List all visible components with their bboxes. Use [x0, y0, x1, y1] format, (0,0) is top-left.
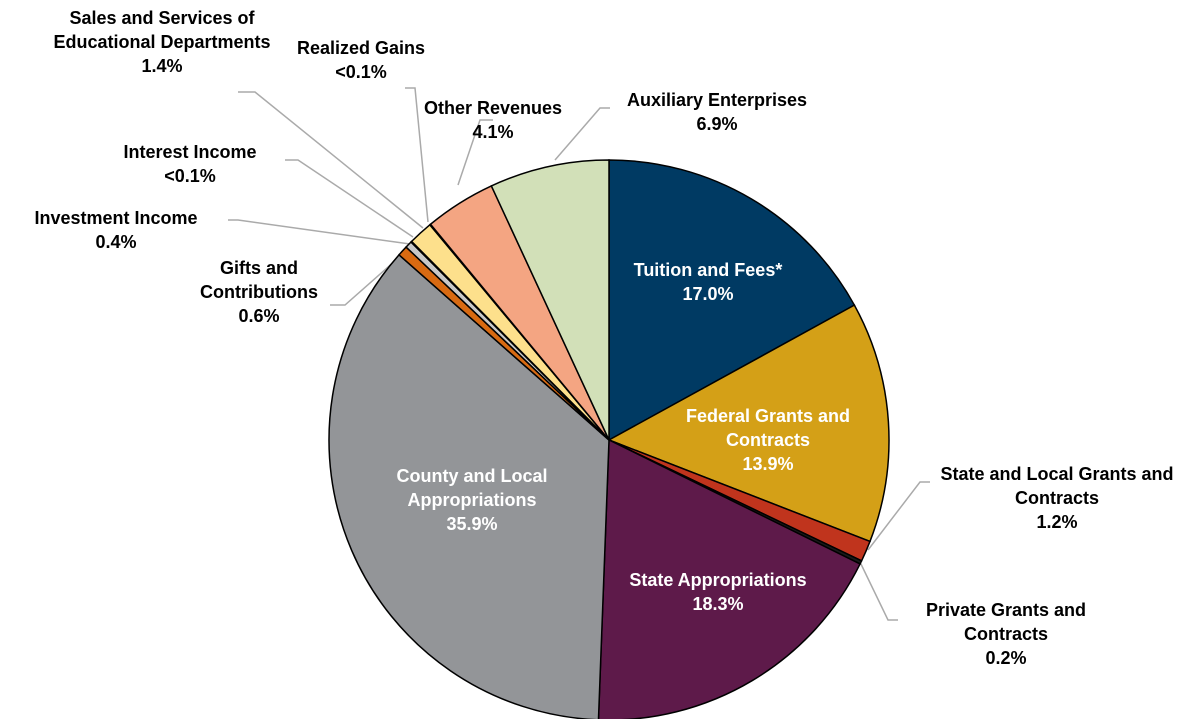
slice-label: Federal Grants and Contracts 13.9%: [653, 404, 883, 476]
category-name: Realized Gains: [296, 38, 426, 58]
value-label: 13.9%: [742, 454, 794, 474]
value-label: 4.1%: [472, 122, 514, 142]
category-name: Private Grants and Contracts: [925, 600, 1087, 644]
slice-label: State and Local Grants and Contracts 1.2%: [927, 462, 1187, 534]
slice-label: Private Grants and Contracts 0.2%: [886, 598, 1126, 670]
category-name: Other Revenues: [423, 98, 563, 118]
pie-slice: [607, 304, 890, 543]
slice-label: Realized Gains <0.1%: [266, 36, 456, 84]
value-label: 0.6%: [238, 306, 280, 326]
slice-label: Interest Income <0.1%: [90, 140, 290, 188]
value-label: 1.4%: [141, 56, 183, 76]
value-label: <0.1%: [335, 62, 387, 82]
category-name: County and Local Appropriations: [396, 466, 548, 510]
pie-slice: [608, 159, 856, 442]
leader-line: [859, 561, 898, 621]
slice-label: County and Local Appropriations 35.9%: [372, 464, 572, 536]
slice-label: Investment Income 0.4%: [1, 206, 231, 254]
leader-line: [405, 87, 429, 223]
category-name: Interest Income: [123, 142, 257, 162]
leader-line: [238, 91, 424, 229]
slice-label: State Appropriations 18.3%: [593, 568, 843, 616]
category-name: Sales and Services of Educational Depart…: [53, 8, 271, 52]
category-name: State Appropriations: [629, 570, 807, 590]
category-name: Federal Grants and Contracts: [685, 406, 851, 450]
value-label: <0.1%: [164, 166, 216, 186]
pie-slice: [490, 159, 610, 441]
slice-label: Gifts and Contributions 0.6%: [174, 256, 344, 328]
category-name: Tuition and Fees*: [633, 260, 783, 280]
value-label: 35.9%: [446, 514, 498, 534]
leader-line: [554, 107, 610, 161]
category-name: Gifts and Contributions: [200, 258, 318, 302]
value-label: 18.3%: [692, 594, 744, 614]
category-name: State and Local Grants and Contracts: [940, 464, 1174, 508]
value-label: 0.2%: [985, 648, 1027, 668]
slice-label: Auxiliary Enterprises 6.9%: [587, 88, 847, 136]
value-label: 0.4%: [95, 232, 137, 252]
value-label: 17.0%: [682, 284, 734, 304]
leader-lines: [228, 87, 930, 621]
slice-label: Sales and Services of Educational Depart…: [42, 6, 282, 78]
leader-line: [867, 481, 930, 551]
value-label: 1.2%: [1036, 512, 1078, 532]
slice-label: Tuition and Fees* 17.0%: [598, 258, 818, 306]
value-label: 6.9%: [696, 114, 738, 134]
slice-label: Other Revenues 4.1%: [408, 96, 578, 144]
category-name: Auxiliary Enterprises: [626, 90, 808, 110]
leader-line: [330, 251, 406, 306]
leader-line: [285, 159, 414, 238]
category-name: Investment Income: [34, 208, 198, 228]
pie-slice: [328, 253, 610, 719]
leader-line: [228, 219, 411, 245]
leader-line: [457, 119, 493, 186]
